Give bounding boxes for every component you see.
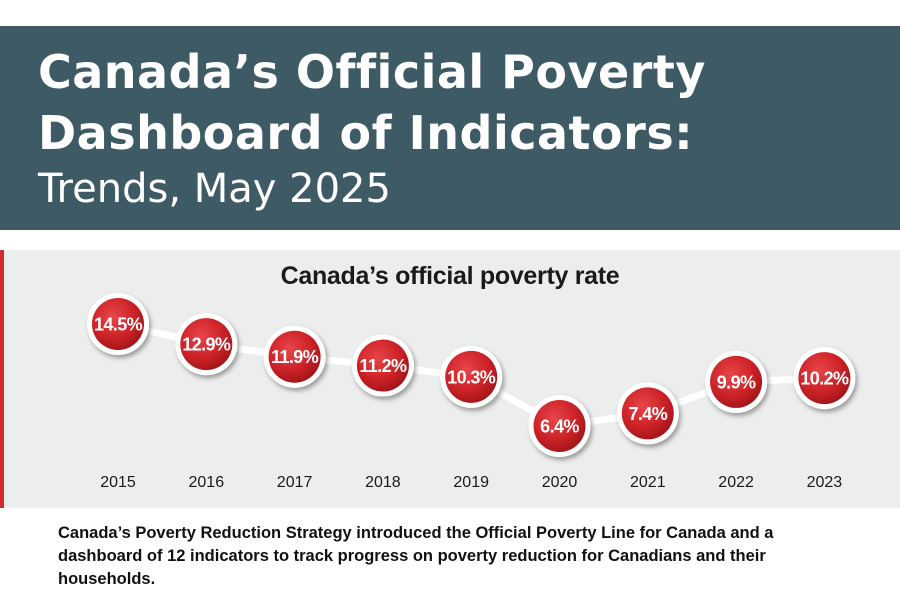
data-point-2021: 7.4% bbox=[616, 382, 679, 445]
data-point-2019: 10.3% bbox=[440, 345, 503, 408]
data-point-2023: 10.2% bbox=[793, 347, 856, 410]
x-tick-label: 2017 bbox=[277, 474, 313, 491]
x-tick-label: 2019 bbox=[453, 474, 489, 491]
data-label: 6.4% bbox=[540, 417, 579, 437]
data-label: 7.4% bbox=[628, 404, 667, 424]
data-label: 12.9% bbox=[182, 335, 231, 355]
data-point-bubble bbox=[533, 400, 586, 452]
x-tick-label: 2023 bbox=[807, 474, 843, 491]
data-label: 10.2% bbox=[800, 369, 849, 389]
footer-description: Canada’s Poverty Reduction Strategy intr… bbox=[58, 524, 774, 588]
data-points: 14.5% 12.9% 11.9% 11.2% 10.3% 6.4% 7.4% 9.9% 10.… bbox=[87, 293, 856, 457]
chart-title: Canada’s official poverty rate bbox=[280, 262, 620, 290]
data-point-bubble bbox=[445, 350, 498, 403]
x-tick-label: 2020 bbox=[542, 474, 578, 491]
page-subtitle: Trends, May 2025 bbox=[38, 166, 391, 212]
data-label: 11.2% bbox=[359, 356, 407, 376]
page-title-line-2: Dashboard of Indicators: bbox=[38, 106, 694, 160]
x-tick-label: 2022 bbox=[718, 474, 754, 491]
page-title-line-1: Canada’s Official Poverty bbox=[38, 45, 706, 99]
accent-rule bbox=[0, 250, 4, 508]
data-point-2020: 6.4% bbox=[528, 395, 591, 457]
poverty-rate-chart: 14.5% 12.9% 11.9% 11.2% 10.3% 6.4% 7.4% 9.9% 10.… bbox=[87, 293, 856, 491]
data-label: 10.3% bbox=[447, 367, 496, 387]
data-point-bubble bbox=[710, 355, 763, 408]
data-point-2017: 11.9% bbox=[263, 325, 326, 388]
x-tick-label: 2016 bbox=[189, 474, 225, 491]
data-point-bubble bbox=[621, 387, 674, 440]
x-tick-label: 2018 bbox=[365, 474, 401, 491]
x-tick-label: 2015 bbox=[100, 474, 136, 491]
data-point-bubble bbox=[92, 298, 144, 350]
data-label: 9.9% bbox=[717, 372, 756, 392]
data-point-bubble bbox=[798, 352, 851, 405]
data-point-bubble bbox=[180, 318, 233, 371]
data-point-2018: 11.2% bbox=[351, 334, 414, 397]
data-point-bubble bbox=[268, 330, 321, 383]
data-label: 14.5% bbox=[94, 315, 143, 335]
x-axis-labels: 2015 2016 2017 2018 2019 2020 2021 2022 2023 bbox=[100, 474, 842, 491]
data-point-2022: 9.9% bbox=[705, 350, 768, 413]
header-banner: Canada’s Official Poverty Dashboard of I… bbox=[0, 26, 900, 230]
data-label: 11.9% bbox=[271, 347, 319, 367]
data-point-2016: 12.9% bbox=[175, 313, 238, 376]
x-tick-label: 2021 bbox=[630, 474, 666, 491]
data-point-2015: 14.5% bbox=[87, 293, 149, 355]
data-point-bubble bbox=[356, 339, 409, 392]
